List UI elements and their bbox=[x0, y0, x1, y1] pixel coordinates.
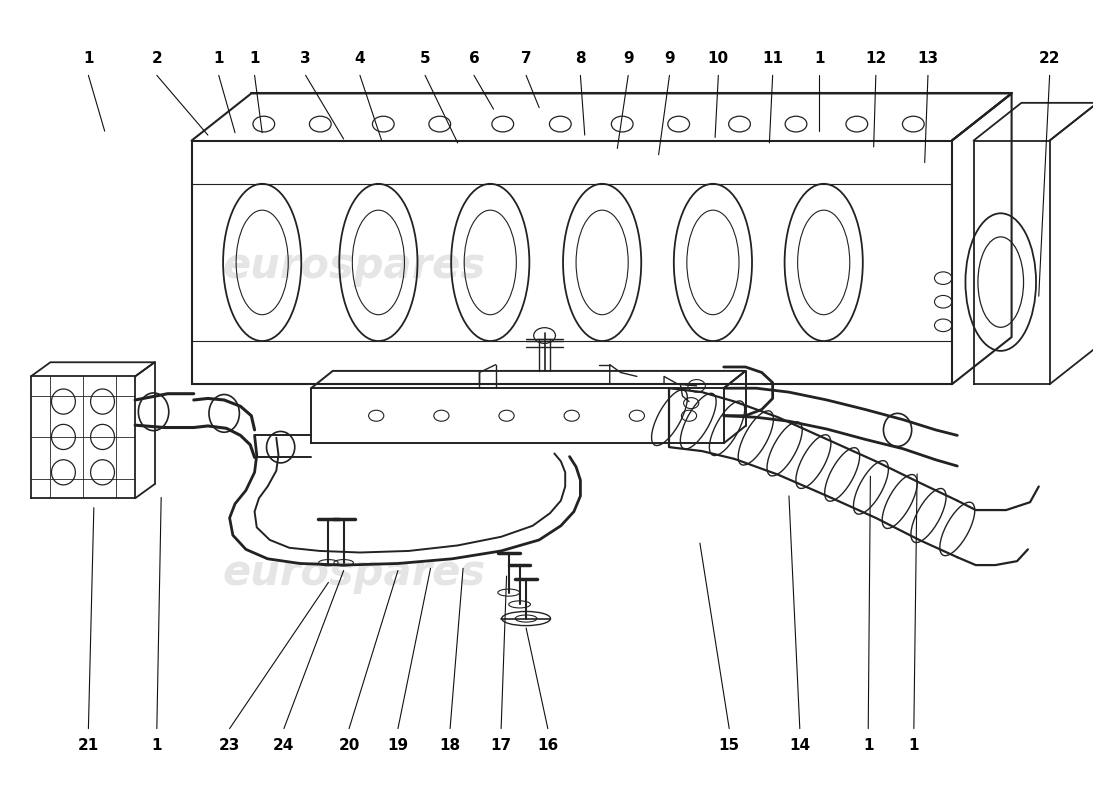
Text: 1: 1 bbox=[250, 50, 260, 66]
Text: eurospares: eurospares bbox=[223, 552, 486, 594]
Text: eurospares: eurospares bbox=[223, 246, 486, 287]
Text: 2: 2 bbox=[152, 50, 162, 66]
Text: 1: 1 bbox=[84, 50, 94, 66]
Text: 7: 7 bbox=[520, 50, 531, 66]
Text: 1: 1 bbox=[864, 738, 873, 754]
Text: 24: 24 bbox=[273, 738, 295, 754]
Text: 21: 21 bbox=[78, 738, 99, 754]
Text: 11: 11 bbox=[762, 50, 783, 66]
Text: 13: 13 bbox=[917, 50, 938, 66]
Text: 4: 4 bbox=[354, 50, 365, 66]
Text: 10: 10 bbox=[707, 50, 729, 66]
Text: 1: 1 bbox=[814, 50, 825, 66]
Text: 1: 1 bbox=[152, 738, 162, 754]
Text: 19: 19 bbox=[387, 738, 408, 754]
Text: 1: 1 bbox=[213, 50, 224, 66]
Text: 23: 23 bbox=[219, 738, 240, 754]
Text: 3: 3 bbox=[300, 50, 311, 66]
Text: 15: 15 bbox=[718, 738, 740, 754]
Text: 14: 14 bbox=[789, 738, 811, 754]
Text: 8: 8 bbox=[575, 50, 585, 66]
Text: 16: 16 bbox=[537, 738, 559, 754]
Text: 12: 12 bbox=[866, 50, 887, 66]
Text: 5: 5 bbox=[420, 50, 430, 66]
Text: 6: 6 bbox=[469, 50, 480, 66]
Text: 9: 9 bbox=[664, 50, 674, 66]
Text: 9: 9 bbox=[623, 50, 634, 66]
Text: 18: 18 bbox=[440, 738, 461, 754]
Text: 1: 1 bbox=[909, 738, 920, 754]
Text: 22: 22 bbox=[1038, 50, 1060, 66]
Text: 20: 20 bbox=[339, 738, 360, 754]
Text: 17: 17 bbox=[491, 738, 512, 754]
